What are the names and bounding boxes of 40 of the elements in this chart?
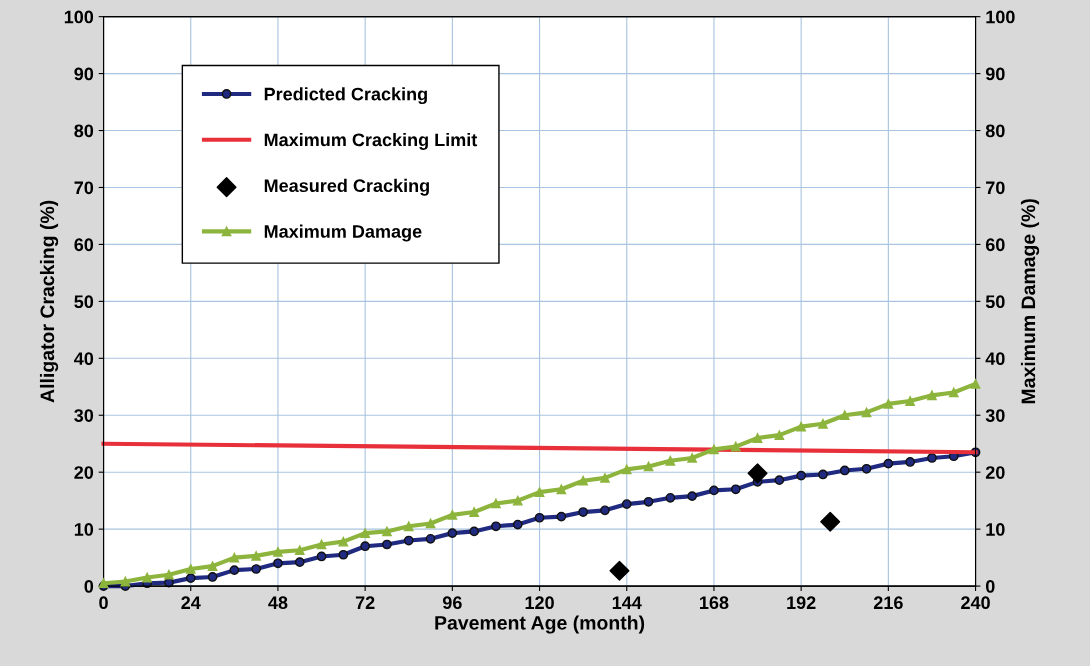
y-axis-title: Alligator Cracking (%) (39, 200, 59, 403)
y2-tick-label: 50 (985, 295, 1005, 309)
x-tick-label: 48 (268, 596, 288, 610)
y2-tick-label: 80 (985, 124, 1005, 138)
y-tick-label: 100 (64, 10, 94, 24)
y-tick-label: 30 (74, 409, 94, 422)
y-tick-label: 10 (74, 523, 94, 536)
y2-tick-label: 90 (985, 67, 1005, 81)
x-tick-label: 144 (612, 596, 642, 609)
x-tick-label: 96 (442, 596, 462, 610)
y-tick-label: 70 (74, 181, 94, 195)
y-tick-label: 90 (74, 67, 94, 81)
legend-label: Maximum Cracking Limit (264, 133, 478, 150)
legend-label: Maximum Damage (264, 224, 422, 242)
y2-tick-label: 10 (986, 523, 1005, 536)
y-tick-label: 40 (74, 352, 94, 366)
x-tick-label: 192 (787, 596, 816, 610)
x-tick-label: 120 (525, 596, 554, 610)
y-tick-label: 60 (74, 238, 94, 252)
y-tick-label: 0 (84, 580, 94, 593)
y2-tick-label: 40 (985, 352, 1005, 366)
legend-label: Predicted Cracking (264, 87, 427, 105)
y2-tick-label: 100 (986, 10, 1015, 24)
legend-label: Measured Cracking (264, 178, 429, 196)
y2-axis-title: Maximum Damage (%) (1020, 199, 1040, 404)
x-tick-label: 0 (99, 596, 108, 610)
y2-tick-label: 60 (985, 238, 1005, 252)
x-tick-label: 216 (873, 596, 903, 610)
y2-tick-label: 20 (985, 466, 1005, 479)
x-tick-label: 24 (181, 596, 201, 609)
y-tick-label: 80 (74, 124, 94, 138)
y2-tick-label: 0 (985, 580, 995, 593)
x-tick-label: 72 (355, 596, 375, 609)
x-tick-label: 240 (961, 596, 990, 610)
y2-tick-label: 70 (986, 181, 1005, 195)
x-axis-title: Pavement Age (month) (435, 615, 645, 634)
x-tick-label: 168 (700, 596, 729, 610)
y2-tick-label: 30 (985, 409, 1005, 422)
y-tick-label: 50 (74, 295, 94, 309)
y-tick-label: 20 (74, 466, 94, 479)
